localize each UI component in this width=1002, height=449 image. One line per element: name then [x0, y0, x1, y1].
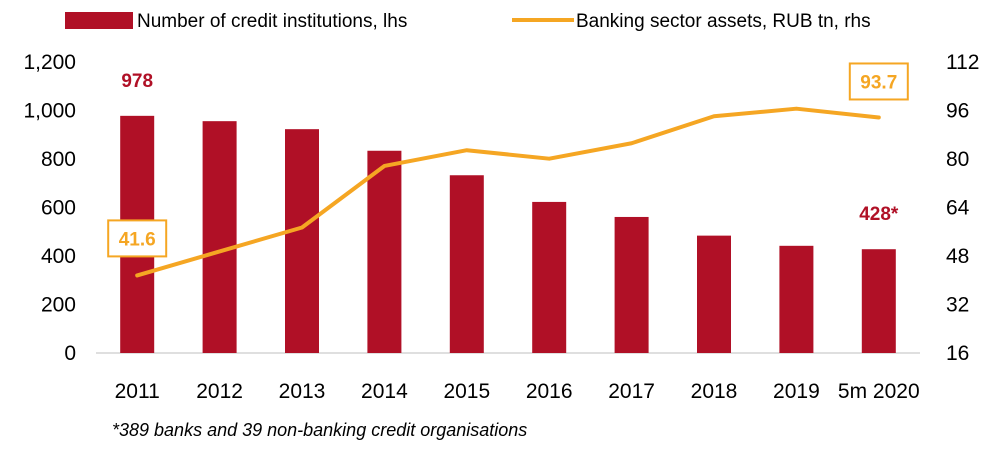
y-right-tick-label: 16 [946, 342, 969, 365]
x-tick-label: 5m 2020 [838, 380, 920, 403]
x-tick-label: 2014 [361, 380, 408, 403]
y-right-tick-label: 112 [946, 51, 979, 74]
y-right-tick-label: 32 [946, 294, 969, 317]
plot-area: 0 200 400 600 800 1,000 1,200 16 32 48 64 80 96 112 20… [23, 51, 979, 403]
bar [367, 150, 402, 353]
bar [861, 249, 896, 353]
legend-line-label: Banking sector assets, RUB tn, rhs [576, 11, 871, 32]
x-tick-label: 2013 [279, 380, 326, 403]
y-right-tick-label: 48 [946, 245, 969, 268]
y-right-tick-label: 64 [946, 197, 970, 220]
y-left-tick-label: 800 [41, 148, 76, 171]
y-left-tick-label: 200 [41, 294, 76, 317]
y-left-tick-label: 0 [64, 342, 76, 365]
bar [532, 201, 567, 353]
y-left-tick-label: 400 [41, 245, 76, 268]
assets-line [135, 106, 881, 278]
x-tick-label: 2011 [115, 380, 160, 403]
y-left-tick-label: 600 [41, 197, 76, 220]
legend-bar-label: Number of credit institutions, lhs [137, 11, 407, 32]
bar [285, 129, 319, 353]
legend: Number of credit institutions, lhs Banki… [65, 11, 871, 32]
bar-data-label: 428* [859, 204, 899, 225]
line-data-label-box [848, 62, 909, 101]
y-left-tick-label: 1,200 [23, 51, 76, 74]
bar [697, 235, 731, 353]
x-tick-label: 2012 [196, 380, 243, 403]
bar [614, 216, 649, 353]
x-tick-label: 2016 [526, 380, 573, 403]
x-tick-label: 2018 [691, 380, 738, 403]
bar-data-label: 978 [121, 71, 153, 92]
bar [449, 175, 484, 353]
legend-bar-swatch [65, 12, 133, 29]
line-data-label: 41.6 [119, 229, 156, 250]
bar [202, 121, 237, 353]
y-right-tick-label: 96 [946, 100, 969, 123]
line-data-label-box [107, 219, 168, 258]
y-left-tick-label: 1,000 [23, 100, 76, 123]
line-data-label: 93.7 [860, 72, 897, 93]
footnote: *389 banks and 39 non-banking credit org… [112, 420, 528, 440]
y-right-tick-label: 80 [946, 148, 969, 171]
bar [779, 245, 814, 353]
x-tick-label: 2019 [773, 380, 820, 403]
x-tick-label: 2015 [443, 380, 490, 403]
x-tick-label: 2017 [608, 380, 655, 403]
